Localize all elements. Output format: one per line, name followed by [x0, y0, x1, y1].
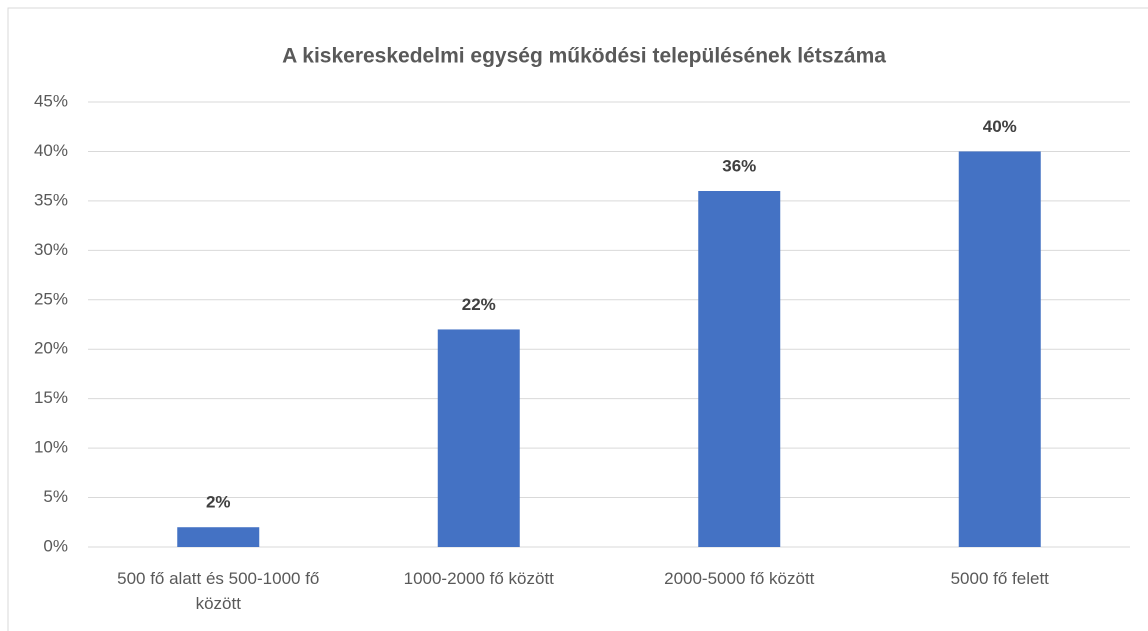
data-label: 40%	[983, 117, 1017, 136]
y-tick-label: 25%	[34, 289, 68, 308]
bar	[698, 191, 781, 547]
chart-title: A kiskereskedelmi egység működési telepü…	[282, 45, 886, 68]
y-tick-label: 5%	[43, 487, 68, 506]
bar	[437, 329, 520, 547]
y-tick-label: 20%	[34, 339, 68, 358]
y-tick-label: 10%	[34, 438, 68, 457]
y-tick-label: 30%	[34, 240, 68, 259]
y-tick-label: 40%	[34, 141, 68, 160]
y-tick-label: 15%	[34, 388, 68, 407]
data-label: 22%	[462, 295, 496, 314]
x-tick-label: 5000 fő felett	[950, 569, 1049, 588]
chart-border	[7, 7, 1148, 631]
data-label: 2%	[206, 493, 231, 512]
data-label: 36%	[722, 156, 756, 175]
y-tick-label: 45%	[34, 91, 68, 110]
y-tick-label: 0%	[43, 536, 68, 555]
y-tick-label: 35%	[34, 190, 68, 209]
x-tick-label: 1000-2000 fő között	[403, 569, 554, 588]
bar	[177, 527, 260, 547]
bar	[958, 151, 1041, 547]
x-tick-label: 2000-5000 fő között	[664, 569, 815, 588]
x-tick-label: 500 fő alatt és 500-1000 fő között	[117, 569, 320, 613]
